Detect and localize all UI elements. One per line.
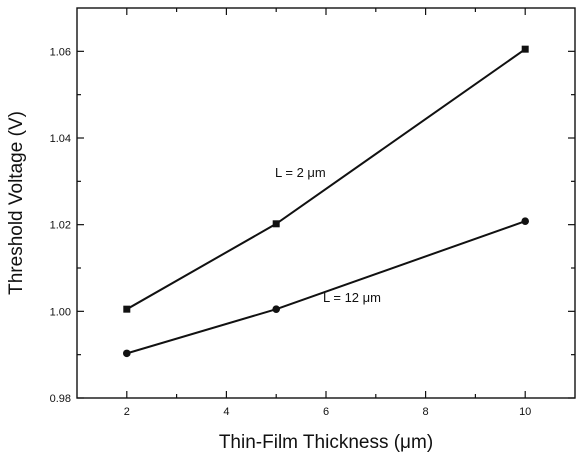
x-tick-label: 10: [519, 406, 531, 418]
x-axis-title: Thin-Film Thickness (μm): [219, 432, 433, 453]
y-tick-label: 1.04: [50, 133, 71, 145]
series-label-l2: L = 2 μm: [275, 165, 326, 180]
series-label-l12: L = 12 μm: [323, 290, 381, 305]
tick-labels: 2 4 6 8 10 0.98 1.00 1.02 1.04 1.06: [50, 46, 532, 418]
y-axis-title: Threshold Voltage (V): [6, 111, 27, 295]
x-tick-label: 2: [124, 406, 130, 418]
x-tick-label: 4: [223, 406, 229, 418]
data-point-circle: [521, 217, 529, 225]
axis-ticks: [77, 8, 575, 399]
y-tick-label: 1.02: [50, 220, 71, 232]
series-line-1: [126, 220, 526, 355]
data-point-square: [521, 45, 529, 53]
x-tick-label: 6: [323, 406, 329, 418]
series-layer: [123, 45, 529, 358]
series-line-0: [126, 48, 526, 311]
x-tick-label: 8: [423, 406, 429, 418]
data-point-square: [123, 305, 131, 313]
data-point-circle: [272, 305, 281, 313]
data-point-square: [272, 220, 280, 228]
y-tick-label: 1.00: [50, 306, 71, 318]
y-tick-label: 0.98: [50, 393, 71, 405]
data-point-circle: [123, 349, 131, 358]
y-tick-label: 1.06: [50, 46, 71, 58]
series-labels: L = 2 μm L = 12 μm: [275, 165, 381, 305]
